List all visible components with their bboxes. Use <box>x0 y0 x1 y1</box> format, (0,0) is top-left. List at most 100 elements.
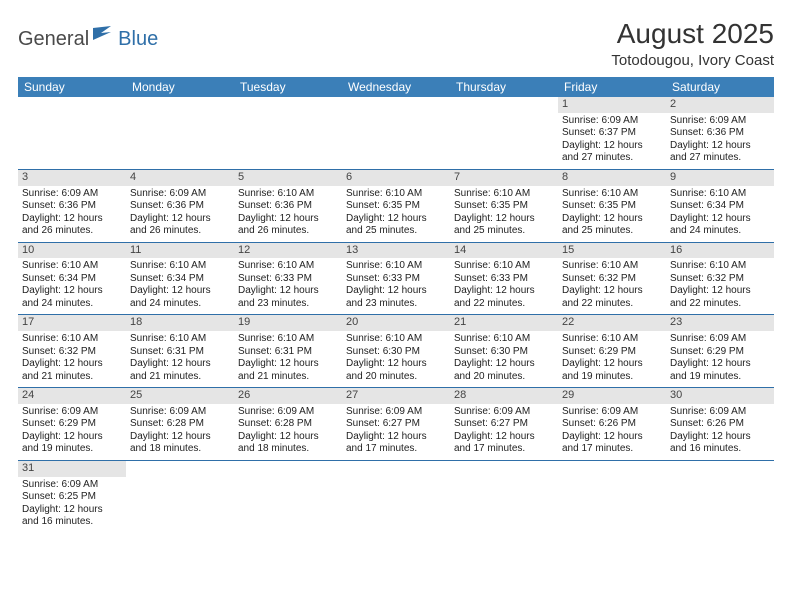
daylight-line: Daylight: 12 hours and 26 minutes. <box>238 213 338 238</box>
day-number: 4 <box>126 170 234 186</box>
day-number: 26 <box>234 388 342 404</box>
daylight-line: Daylight: 12 hours and 16 minutes. <box>670 431 770 456</box>
sunrise-line: Sunrise: 6:10 AM <box>22 260 122 273</box>
weekday-header: Wednesday <box>342 77 450 97</box>
sunrise-line: Sunrise: 6:09 AM <box>670 333 770 346</box>
calendar-cell: 24Sunrise: 6:09 AMSunset: 6:29 PMDayligh… <box>18 388 126 461</box>
day-number: 20 <box>342 315 450 331</box>
daylight-line: Daylight: 12 hours and 23 minutes. <box>238 285 338 310</box>
day-number: 31 <box>18 461 126 477</box>
day-number: 9 <box>666 170 774 186</box>
daylight-line: Daylight: 12 hours and 24 minutes. <box>22 285 122 310</box>
day-number: 10 <box>18 243 126 259</box>
day-number: 8 <box>558 170 666 186</box>
calendar-cell: 23Sunrise: 6:09 AMSunset: 6:29 PMDayligh… <box>666 315 774 388</box>
page-title: August 2025 <box>611 18 774 50</box>
weekday-header: Monday <box>126 77 234 97</box>
daylight-line: Daylight: 12 hours and 18 minutes. <box>238 431 338 456</box>
calendar-table: SundayMondayTuesdayWednesdayThursdayFrid… <box>18 77 774 533</box>
day-number: 18 <box>126 315 234 331</box>
sunset-line: Sunset: 6:30 PM <box>346 346 446 359</box>
calendar-cell-empty <box>18 97 126 169</box>
sunrise-line: Sunrise: 6:09 AM <box>562 406 662 419</box>
daylight-line: Daylight: 12 hours and 26 minutes. <box>22 213 122 238</box>
daylight-line: Daylight: 12 hours and 19 minutes. <box>670 358 770 383</box>
daylight-line: Daylight: 12 hours and 20 minutes. <box>346 358 446 383</box>
calendar-cell-empty <box>126 97 234 169</box>
sunset-line: Sunset: 6:31 PM <box>130 346 230 359</box>
day-number: 13 <box>342 243 450 259</box>
sunrise-line: Sunrise: 6:09 AM <box>130 188 230 201</box>
sunset-line: Sunset: 6:29 PM <box>562 346 662 359</box>
sunset-line: Sunset: 6:32 PM <box>670 273 770 286</box>
day-number: 6 <box>342 170 450 186</box>
sunrise-line: Sunrise: 6:10 AM <box>130 260 230 273</box>
weekday-header-row: SundayMondayTuesdayWednesdayThursdayFrid… <box>18 77 774 97</box>
sunrise-line: Sunrise: 6:10 AM <box>130 333 230 346</box>
day-number: 25 <box>126 388 234 404</box>
daylight-line: Daylight: 12 hours and 21 minutes. <box>22 358 122 383</box>
day-number: 24 <box>18 388 126 404</box>
daylight-line: Daylight: 12 hours and 24 minutes. <box>670 213 770 238</box>
calendar-cell: 22Sunrise: 6:10 AMSunset: 6:29 PMDayligh… <box>558 315 666 388</box>
sunset-line: Sunset: 6:29 PM <box>670 346 770 359</box>
calendar-cell: 15Sunrise: 6:10 AMSunset: 6:32 PMDayligh… <box>558 242 666 315</box>
day-number: 12 <box>234 243 342 259</box>
calendar-cell: 16Sunrise: 6:10 AMSunset: 6:32 PMDayligh… <box>666 242 774 315</box>
sunrise-line: Sunrise: 6:10 AM <box>562 188 662 201</box>
calendar-cell: 31Sunrise: 6:09 AMSunset: 6:25 PMDayligh… <box>18 460 126 532</box>
calendar-cell: 8Sunrise: 6:10 AMSunset: 6:35 PMDaylight… <box>558 169 666 242</box>
day-number: 3 <box>18 170 126 186</box>
sunset-line: Sunset: 6:32 PM <box>562 273 662 286</box>
daylight-line: Daylight: 12 hours and 27 minutes. <box>670 140 770 165</box>
sunrise-line: Sunrise: 6:10 AM <box>562 260 662 273</box>
day-number: 22 <box>558 315 666 331</box>
day-number: 16 <box>666 243 774 259</box>
sunset-line: Sunset: 6:34 PM <box>670 200 770 213</box>
calendar-cell: 1Sunrise: 6:09 AMSunset: 6:37 PMDaylight… <box>558 97 666 169</box>
weekday-header: Thursday <box>450 77 558 97</box>
sunset-line: Sunset: 6:34 PM <box>130 273 230 286</box>
calendar-row: 1Sunrise: 6:09 AMSunset: 6:37 PMDaylight… <box>18 97 774 169</box>
sunrise-line: Sunrise: 6:10 AM <box>238 188 338 201</box>
calendar-cell-empty <box>342 460 450 532</box>
logo-text-general: General <box>18 28 89 51</box>
calendar-cell-empty <box>234 97 342 169</box>
daylight-line: Daylight: 12 hours and 17 minutes. <box>562 431 662 456</box>
calendar-cell: 27Sunrise: 6:09 AMSunset: 6:27 PMDayligh… <box>342 388 450 461</box>
calendar-cell: 17Sunrise: 6:10 AMSunset: 6:32 PMDayligh… <box>18 315 126 388</box>
calendar-cell-empty <box>234 460 342 532</box>
daylight-line: Daylight: 12 hours and 17 minutes. <box>346 431 446 456</box>
sunrise-line: Sunrise: 6:09 AM <box>670 406 770 419</box>
daylight-line: Daylight: 12 hours and 22 minutes. <box>670 285 770 310</box>
daylight-line: Daylight: 12 hours and 25 minutes. <box>454 213 554 238</box>
calendar-cell: 7Sunrise: 6:10 AMSunset: 6:35 PMDaylight… <box>450 169 558 242</box>
calendar-cell: 11Sunrise: 6:10 AMSunset: 6:34 PMDayligh… <box>126 242 234 315</box>
sunrise-line: Sunrise: 6:10 AM <box>670 260 770 273</box>
header: General Blue August 2025 Totodougou, Ivo… <box>18 18 774 69</box>
sunset-line: Sunset: 6:34 PM <box>22 273 122 286</box>
daylight-line: Daylight: 12 hours and 21 minutes. <box>238 358 338 383</box>
daylight-line: Daylight: 12 hours and 27 minutes. <box>562 140 662 165</box>
location: Totodougou, Ivory Coast <box>611 52 774 69</box>
sunset-line: Sunset: 6:35 PM <box>454 200 554 213</box>
calendar-cell-empty <box>342 97 450 169</box>
sunrise-line: Sunrise: 6:09 AM <box>562 115 662 128</box>
sunset-line: Sunset: 6:29 PM <box>22 418 122 431</box>
sunrise-line: Sunrise: 6:10 AM <box>346 260 446 273</box>
sunrise-line: Sunrise: 6:10 AM <box>346 188 446 201</box>
calendar-cell: 18Sunrise: 6:10 AMSunset: 6:31 PMDayligh… <box>126 315 234 388</box>
sunrise-line: Sunrise: 6:10 AM <box>238 260 338 273</box>
day-number: 19 <box>234 315 342 331</box>
sunrise-line: Sunrise: 6:09 AM <box>130 406 230 419</box>
sunset-line: Sunset: 6:31 PM <box>238 346 338 359</box>
calendar-cell: 2Sunrise: 6:09 AMSunset: 6:36 PMDaylight… <box>666 97 774 169</box>
calendar-cell-empty <box>450 97 558 169</box>
daylight-line: Daylight: 12 hours and 26 minutes. <box>130 213 230 238</box>
daylight-line: Daylight: 12 hours and 25 minutes. <box>346 213 446 238</box>
calendar-cell: 4Sunrise: 6:09 AMSunset: 6:36 PMDaylight… <box>126 169 234 242</box>
calendar-cell: 9Sunrise: 6:10 AMSunset: 6:34 PMDaylight… <box>666 169 774 242</box>
sunset-line: Sunset: 6:36 PM <box>22 200 122 213</box>
sunrise-line: Sunrise: 6:09 AM <box>454 406 554 419</box>
calendar-cell: 25Sunrise: 6:09 AMSunset: 6:28 PMDayligh… <box>126 388 234 461</box>
